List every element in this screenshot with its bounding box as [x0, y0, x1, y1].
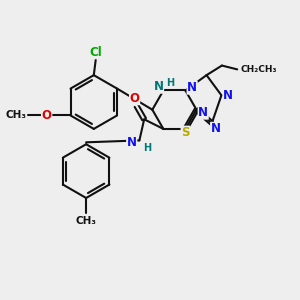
Text: N: N	[211, 122, 221, 135]
Text: N: N	[154, 80, 164, 93]
Text: N: N	[198, 106, 208, 119]
Text: N: N	[223, 89, 233, 102]
Text: Cl: Cl	[89, 46, 102, 59]
Text: N: N	[127, 136, 137, 149]
Text: N: N	[187, 81, 197, 94]
Text: O: O	[130, 92, 140, 105]
Text: S: S	[181, 126, 190, 139]
Text: CH₃: CH₃	[76, 216, 97, 226]
Text: CH₃: CH₃	[5, 110, 26, 121]
Text: O: O	[41, 109, 52, 122]
Text: CH₂CH₃: CH₂CH₃	[240, 65, 277, 74]
Text: H: H	[143, 143, 151, 153]
Text: H: H	[166, 78, 174, 88]
